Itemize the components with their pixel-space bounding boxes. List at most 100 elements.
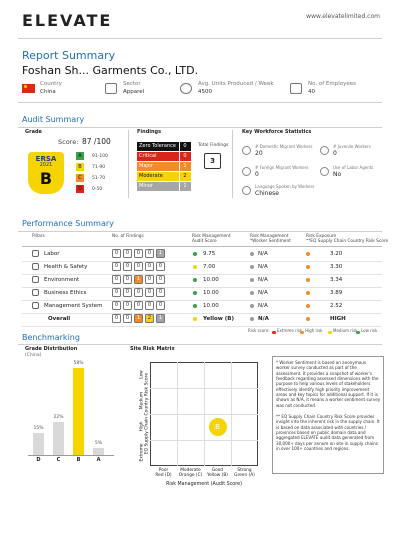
finding-label: Minor [139, 183, 153, 189]
grade-swatch [76, 185, 84, 193]
finding-cell [112, 314, 121, 323]
finding-cell [112, 249, 121, 258]
finding-bar [137, 162, 179, 171]
finding-count: 0 [183, 153, 187, 159]
finding-cell-value: 0 [125, 302, 130, 308]
finding-count-box [179, 142, 191, 151]
pillar-icon [32, 289, 39, 296]
score-value: 87 /100 [82, 137, 111, 146]
field-label: Sector [123, 81, 141, 87]
row-label: Extreme [139, 443, 145, 462]
x-tick-label: B [76, 457, 81, 463]
note: ** EQ Supply Chain Country Risk Score pr… [276, 414, 380, 451]
finding-cell-value: 0 [147, 276, 152, 282]
finding-cell-value: 0 [158, 276, 163, 282]
finding-count: 2 [183, 173, 187, 179]
risk-marker [208, 418, 227, 436]
finding-cell [112, 288, 121, 297]
finding-cell [156, 249, 165, 258]
column-header: Pillars [32, 234, 45, 239]
total-label: Total Findings [198, 143, 229, 148]
finding-bar [137, 152, 179, 161]
score-dot [193, 316, 197, 321]
finding-cell [145, 314, 154, 323]
finding-count-box [179, 162, 191, 171]
column-header: Risk Exposure [306, 234, 337, 239]
audit-score: 9.75 [203, 251, 216, 257]
matrix-grid [150, 440, 258, 441]
divider [28, 455, 114, 456]
website: www.elevatelimited.com [306, 13, 380, 20]
section-title: Audit Summary [22, 115, 85, 124]
legend-title: Risk score: [248, 328, 270, 333]
bar-label: 15% [33, 425, 44, 431]
workforce-label: # Juvenile Workers [333, 144, 371, 149]
sentiment-dot [250, 251, 254, 256]
legend-label: Low risk [361, 328, 378, 333]
grade-range: 91-100 [92, 153, 108, 159]
column-subheader: **EQ Supply Chain Country Risk Score [306, 239, 389, 244]
sentiment-dot [250, 303, 254, 308]
finding-cell [145, 301, 154, 310]
total-box [204, 153, 221, 169]
finding-cell-value: 0 [114, 289, 119, 295]
logo: ELEVATE [22, 11, 113, 30]
worker-sentiment: N/A [258, 277, 268, 283]
badge-name: ERSA [35, 155, 57, 163]
risk-exposure: 2.52 [330, 303, 343, 309]
bar [33, 432, 44, 455]
risk-exposure: HIGH [330, 316, 346, 322]
finding-cell [123, 314, 132, 323]
finding-cell [123, 249, 132, 258]
risk-dot [306, 264, 310, 269]
finding-label: Critical [139, 153, 157, 159]
grade-letter: D [78, 185, 82, 192]
field-value: 40 [308, 89, 315, 95]
audit-score: 10.00 [203, 303, 219, 309]
company-name: Foshan Sh... Garments Co., LTD. [22, 64, 199, 77]
finding-cell-value: 0 [136, 289, 141, 295]
score-label: Score: [58, 138, 79, 146]
legend-label: Medium risk [333, 328, 358, 333]
finding-cell [156, 314, 165, 323]
legend-label: Extreme risk [277, 328, 303, 333]
divider [22, 325, 382, 327]
worker-sentiment: N/A [258, 316, 269, 322]
sentiment-dot [250, 277, 254, 282]
column-header: No. of Findings [112, 234, 144, 239]
finding-cell [156, 275, 165, 284]
sentiment-dot [250, 264, 254, 269]
grade-swatch [76, 174, 84, 182]
column-label: Poor [158, 468, 169, 473]
pillar-name: Business Ethics [44, 290, 87, 296]
finding-cell [134, 301, 143, 310]
finding-cell [112, 262, 121, 271]
field-icon [180, 83, 192, 94]
risk-dot [306, 290, 310, 295]
finding-cell [145, 249, 154, 258]
score-dot [193, 264, 197, 269]
worker-sentiment: N/A [258, 290, 268, 296]
workforce-value: 20 [255, 150, 263, 157]
finding-cell-value: 0 [114, 250, 119, 256]
column-label: Good [211, 468, 224, 473]
workforce-value: 0 [333, 150, 337, 157]
divider [22, 273, 382, 275]
separator [232, 130, 233, 198]
finding-cell-value: 1 [158, 250, 163, 256]
section-title: Performance Summary [22, 219, 114, 228]
column-subheader: Audit Score [192, 239, 217, 244]
finding-cell [156, 288, 165, 297]
finding-label: Moderate [139, 173, 163, 179]
finding-cell [123, 288, 132, 297]
audit-score: 10.00 [203, 277, 219, 283]
audit-score: 7.00 [203, 264, 216, 270]
finding-cell [145, 275, 154, 284]
finding-count-box [179, 152, 191, 161]
finding-cell-value: 0 [114, 276, 119, 282]
score-dot [193, 303, 197, 308]
divider [18, 231, 382, 232]
workforce-icon [320, 167, 329, 176]
field-value: Apparel [123, 89, 145, 95]
